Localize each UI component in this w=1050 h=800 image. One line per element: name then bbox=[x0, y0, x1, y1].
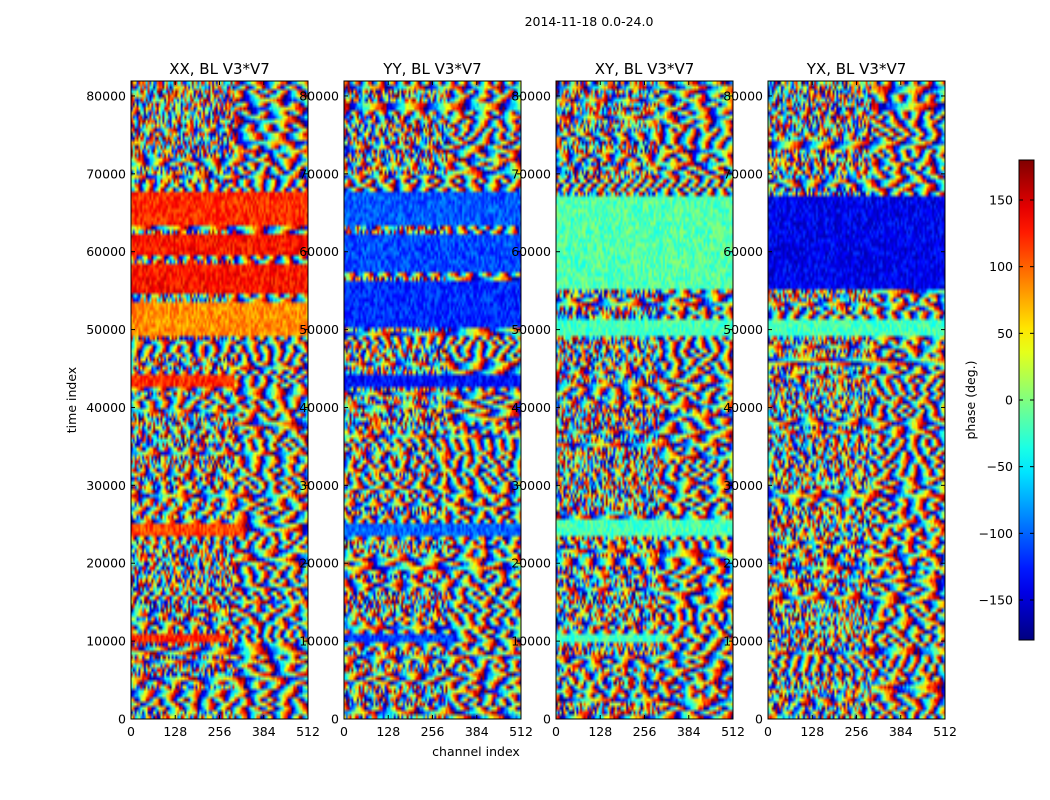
panel-2: XY, BL V3*V7 0 128 256 384 512 0 10000 20000 3000… bbox=[511, 60, 745, 739]
y-tick-label: 10000 bbox=[723, 634, 763, 649]
colorbar-tick-label: 50 bbox=[997, 326, 1013, 341]
y-tick-label: 60000 bbox=[299, 244, 339, 259]
y-tick-label: 70000 bbox=[511, 166, 551, 181]
y-tick-label: 80000 bbox=[511, 88, 551, 103]
colorbar-tick-label: 100 bbox=[989, 259, 1013, 274]
y-tick-label: 20000 bbox=[86, 556, 126, 571]
x-tick-label: 0 bbox=[340, 724, 348, 739]
panel-title-1: YY, BL V3*V7 bbox=[382, 60, 481, 78]
y-tick-label: 0 bbox=[331, 712, 339, 727]
panel-title-2: XY, BL V3*V7 bbox=[595, 60, 695, 78]
panels-group: XX, BL V3*V7 0 128 256 384 512 0 10000 20000 3000… bbox=[86, 60, 957, 739]
x-tick-label: 384 bbox=[889, 724, 913, 739]
colorbar-label: phase (deg.) bbox=[963, 361, 978, 440]
y-tick-label: 80000 bbox=[723, 88, 763, 103]
x-tick-label: 128 bbox=[163, 724, 187, 739]
y-axis-label: time index bbox=[64, 367, 79, 433]
y-tick-label: 70000 bbox=[299, 166, 339, 181]
panel-3: YX, BL V3*V7 0 128 256 384 512 0 10000 20000 3000… bbox=[723, 60, 957, 739]
y-tick-label: 20000 bbox=[299, 556, 339, 571]
x-tick-label: 256 bbox=[208, 724, 232, 739]
y-tick-label: 20000 bbox=[723, 556, 763, 571]
colorbar-tick-label: 0 bbox=[1005, 393, 1013, 408]
colorbar-tick-label: −50 bbox=[987, 459, 1013, 474]
x-tick-label: 128 bbox=[800, 724, 824, 739]
y-tick-label: 50000 bbox=[86, 322, 126, 337]
x-tick-label: 512 bbox=[509, 724, 533, 739]
panel-title-3: YX, BL V3*V7 bbox=[806, 60, 907, 78]
panel-1: YY, BL V3*V7 0 128 256 384 512 0 10000 20000 3000… bbox=[299, 60, 533, 739]
y-tick-label: 30000 bbox=[723, 478, 763, 493]
x-tick-label: 0 bbox=[764, 724, 772, 739]
x-tick-label: 384 bbox=[465, 724, 489, 739]
panel-0: XX, BL V3*V7 0 128 256 384 512 0 10000 20000 3000… bbox=[86, 60, 320, 739]
y-tick-label: 0 bbox=[755, 712, 763, 727]
heatmap-image-2 bbox=[556, 81, 733, 719]
y-tick-label: 30000 bbox=[86, 478, 126, 493]
x-tick-label: 512 bbox=[296, 724, 320, 739]
colorbar: 150 100 50 0 −50 −100 −150 bbox=[979, 159, 1035, 641]
x-tick-label: 256 bbox=[633, 724, 657, 739]
y-tick-label: 60000 bbox=[86, 244, 126, 259]
y-tick-label: 50000 bbox=[511, 322, 551, 337]
y-tick-label: 70000 bbox=[723, 166, 763, 181]
x-tick-label: 384 bbox=[252, 724, 276, 739]
y-tick-label: 40000 bbox=[299, 400, 339, 415]
x-tick-label: 512 bbox=[933, 724, 957, 739]
y-tick-label: 60000 bbox=[723, 244, 763, 259]
y-tick-label: 10000 bbox=[299, 634, 339, 649]
x-axis-label: channel index bbox=[432, 744, 520, 759]
y-tick-label: 10000 bbox=[511, 634, 551, 649]
colorbar-tick-label: −100 bbox=[979, 526, 1013, 541]
y-tick-label: 80000 bbox=[86, 88, 126, 103]
figure-suptitle: 2014-11-18 0.0-24.0 bbox=[525, 14, 654, 29]
y-tick-label: 0 bbox=[543, 712, 551, 727]
y-tick-label: 60000 bbox=[511, 244, 551, 259]
x-tick-label: 0 bbox=[127, 724, 135, 739]
y-tick-label: 80000 bbox=[299, 88, 339, 103]
y-tick-label: 30000 bbox=[299, 478, 339, 493]
x-tick-label: 384 bbox=[677, 724, 701, 739]
x-tick-label: 128 bbox=[588, 724, 612, 739]
heatmap-image-3 bbox=[768, 81, 945, 719]
heatmap-image-1 bbox=[344, 81, 521, 719]
x-tick-label: 128 bbox=[376, 724, 400, 739]
y-tick-label: 50000 bbox=[723, 322, 763, 337]
y-tick-label: 70000 bbox=[86, 166, 126, 181]
y-tick-label: 50000 bbox=[299, 322, 339, 337]
y-tick-label: 40000 bbox=[511, 400, 551, 415]
y-tick-label: 20000 bbox=[511, 556, 551, 571]
x-tick-label: 256 bbox=[845, 724, 869, 739]
x-tick-label: 512 bbox=[721, 724, 745, 739]
y-tick-label: 10000 bbox=[86, 634, 126, 649]
y-tick-label: 0 bbox=[118, 712, 126, 727]
x-tick-label: 256 bbox=[421, 724, 445, 739]
heatmap-image-0 bbox=[131, 81, 308, 719]
y-tick-label: 40000 bbox=[86, 400, 126, 415]
x-tick-label: 0 bbox=[552, 724, 560, 739]
colorbar-tick-label: 150 bbox=[989, 193, 1013, 208]
y-tick-label: 30000 bbox=[511, 478, 551, 493]
colorbar-tick-label: −150 bbox=[979, 593, 1013, 608]
y-tick-label: 40000 bbox=[723, 400, 763, 415]
panel-title-0: XX, BL V3*V7 bbox=[169, 60, 270, 78]
